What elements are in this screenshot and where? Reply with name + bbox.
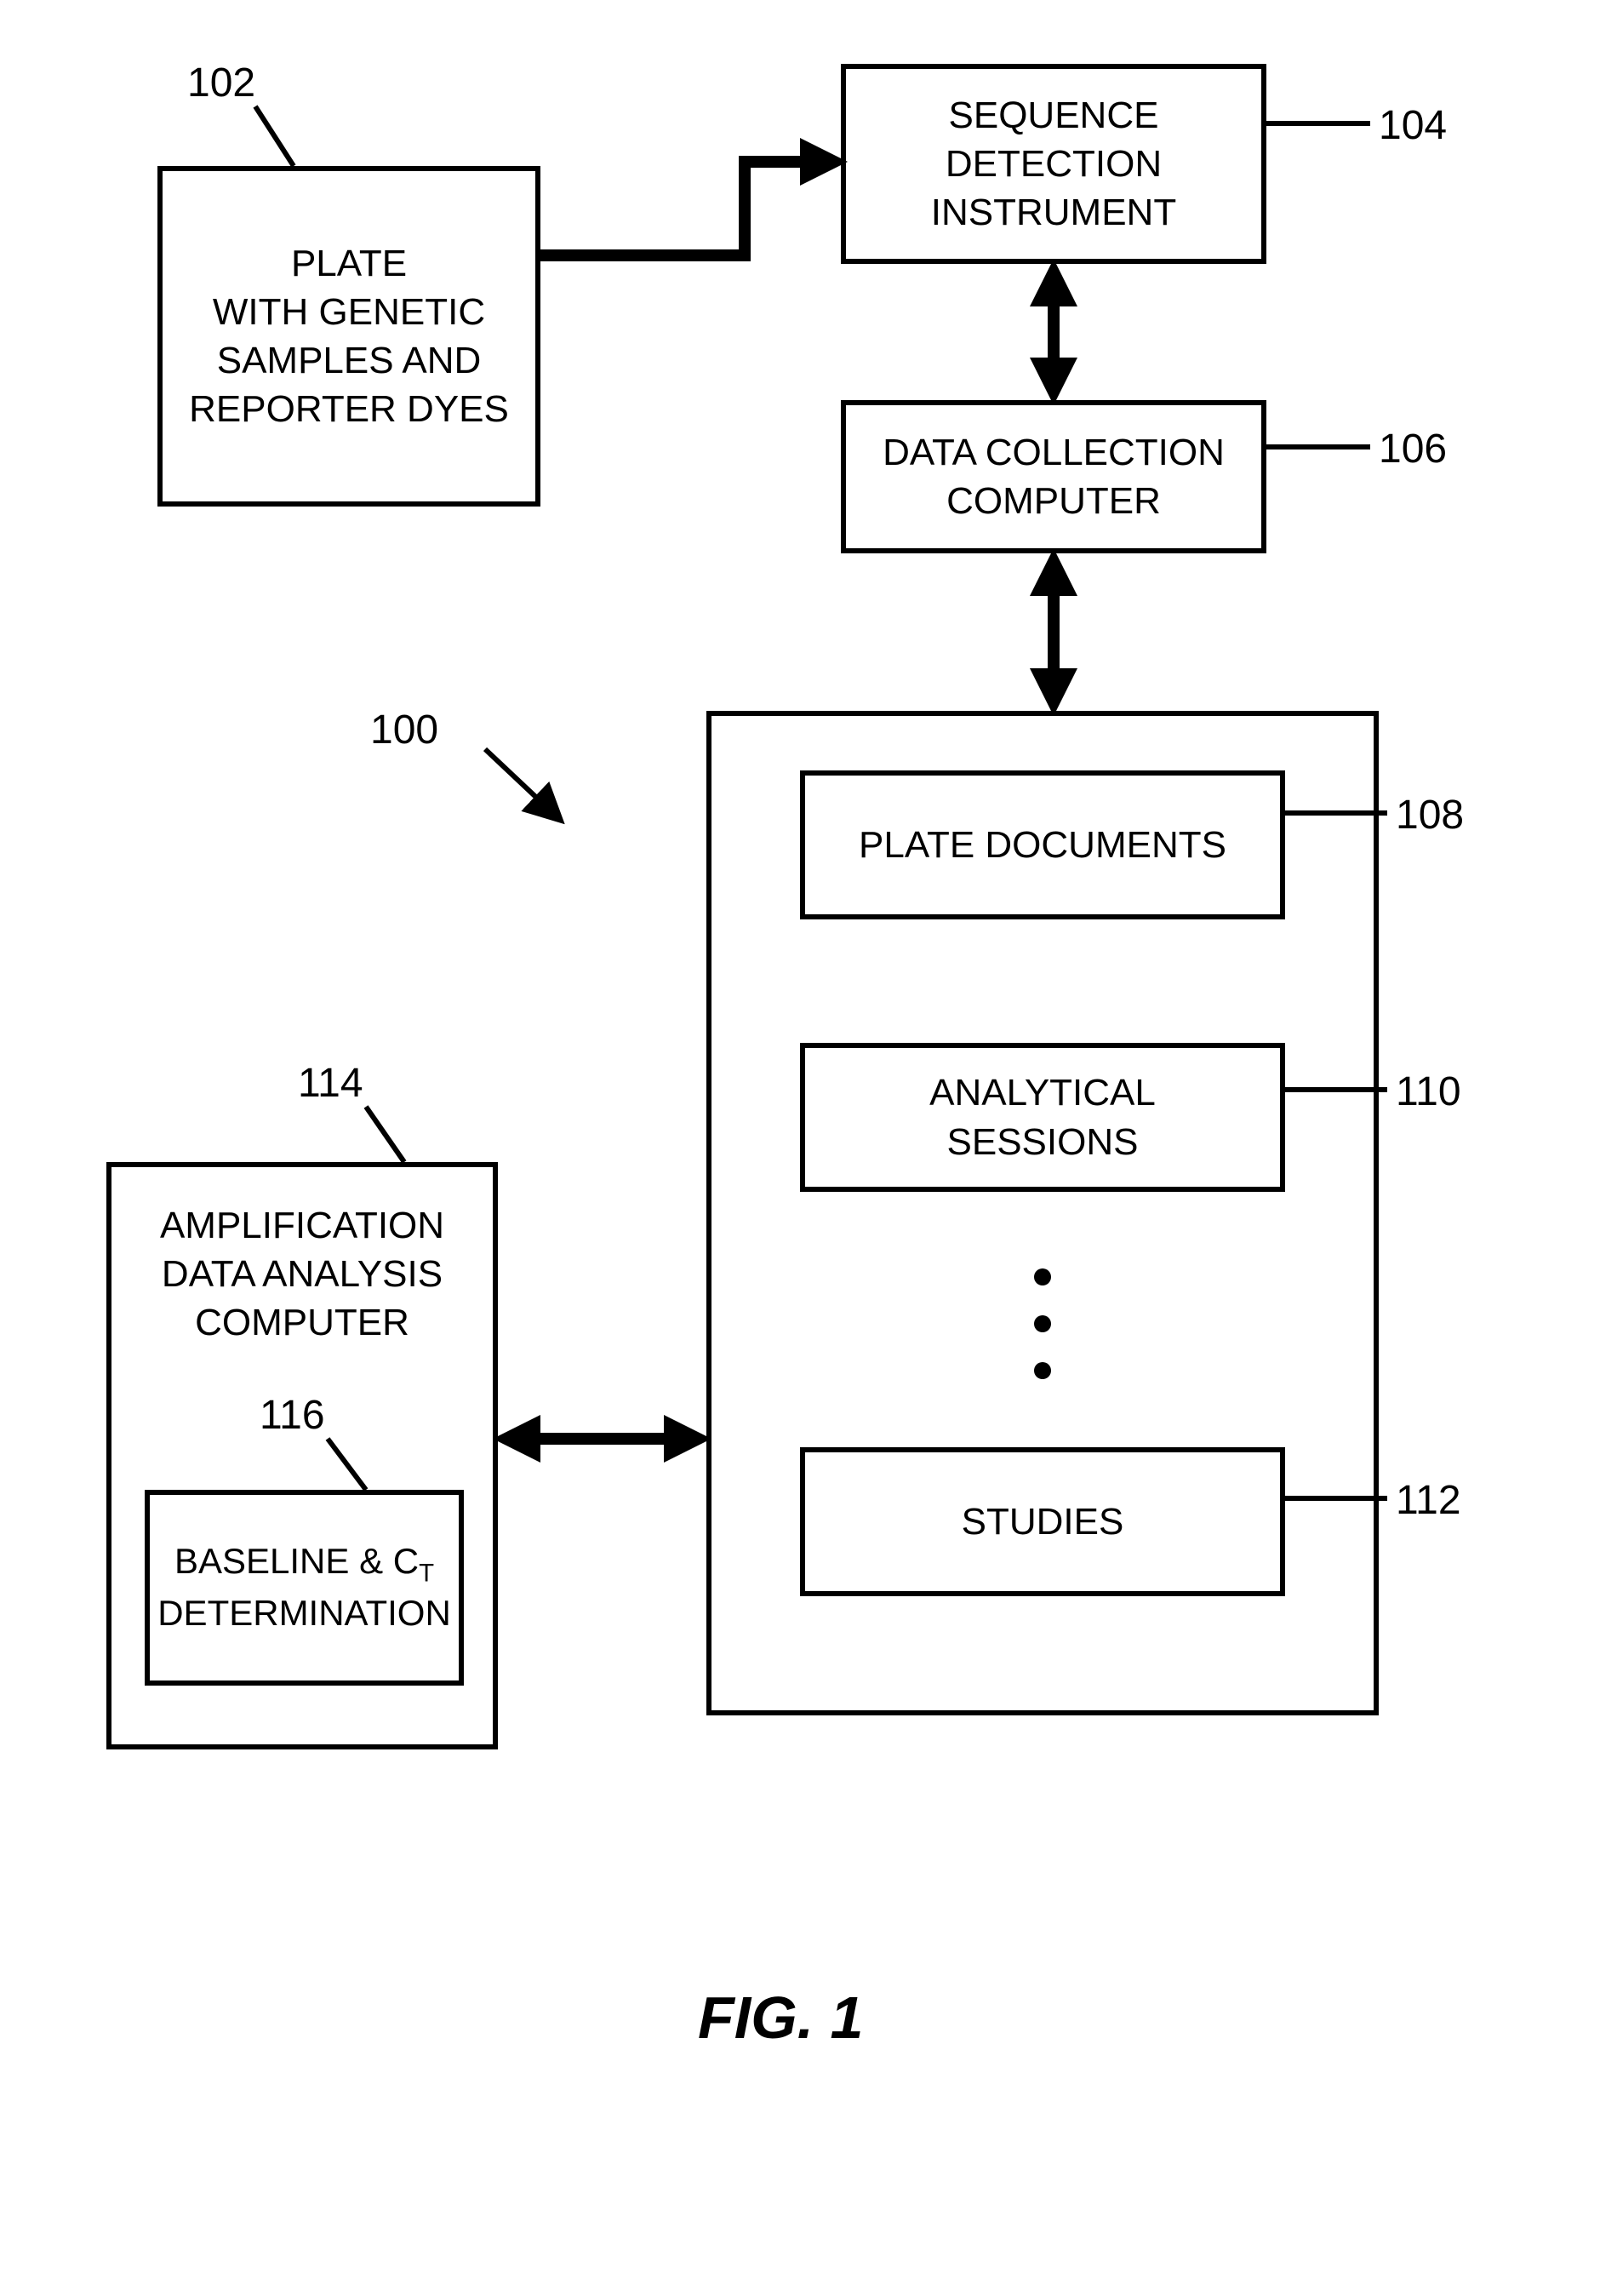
diagram-canvas: PLATE WITH GENETIC SAMPLES AND REPORTER … <box>0 0 1600 2296</box>
arrow-114-to-container <box>0 0 1600 2296</box>
figure-title: FIG. 1 <box>698 1984 863 2052</box>
